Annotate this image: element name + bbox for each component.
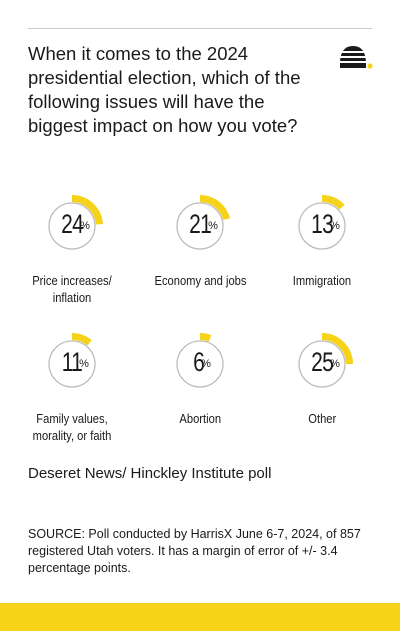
donut-svg	[176, 333, 224, 388]
donut-arc	[71, 333, 92, 346]
donut-svg	[298, 195, 346, 250]
percent-value: 21%	[140, 209, 260, 239]
percent-value: 25%	[262, 347, 382, 377]
category-label-text: Other	[308, 411, 336, 426]
percent-sign: %	[79, 358, 89, 370]
percent-sign: %	[201, 358, 211, 370]
donut-ring	[298, 340, 346, 388]
category-label-text: Family values, morality, or faith	[32, 411, 112, 443]
donut-chart: 11%	[12, 326, 132, 396]
donut-svg	[48, 195, 103, 250]
category-label: Immigration	[262, 272, 382, 289]
percent-value: 13%	[262, 209, 382, 239]
source-title: Deseret News/ Hinckley Institute poll	[28, 465, 272, 482]
donut-ring	[176, 340, 224, 388]
percent-number: 25	[311, 347, 334, 377]
percent-sign: %	[330, 220, 340, 232]
donut-arc	[71, 195, 103, 225]
category-label-text: Economy and jobs	[154, 273, 246, 288]
donut-ring	[176, 202, 224, 250]
percent-value: 6%	[140, 347, 260, 377]
percent-number: 21	[189, 209, 212, 239]
donut-chart: 25%	[262, 326, 382, 396]
donut-ring	[48, 340, 96, 388]
donut-chart: 13%	[262, 188, 382, 258]
percent-number: 11	[61, 347, 83, 377]
percent-sign: %	[208, 220, 218, 232]
category-label-text: Immigration	[292, 273, 352, 288]
category-label-text: Abortion	[179, 411, 221, 426]
category-label: Price increases/ inflation	[12, 272, 132, 306]
donut-chart: 6%	[140, 326, 260, 396]
percent-number: 24	[61, 209, 84, 239]
chart-title: When it comes to the 2024 presidential e…	[28, 43, 301, 136]
category-label: Abortion	[140, 410, 260, 427]
category-label: Family values, morality, or faith	[12, 410, 132, 444]
donut-arc	[199, 195, 231, 221]
donut-ring	[48, 202, 96, 250]
percent-value: 11%	[12, 347, 132, 377]
donut-arc	[199, 333, 212, 342]
category-label-text: Price increases/ inflation	[32, 273, 112, 305]
percent-sign: %	[80, 220, 90, 232]
donut-arc	[321, 195, 345, 210]
donut-chart: 21%	[140, 188, 260, 258]
category-label: Economy and jobs	[140, 272, 260, 289]
donut-ring	[298, 202, 346, 250]
percent-number: 13	[311, 209, 334, 239]
donut-svg	[48, 333, 96, 388]
donut-chart: 24%	[12, 188, 132, 258]
donut-arc	[321, 333, 353, 365]
category-label: Other	[262, 410, 382, 427]
donut-svg	[298, 333, 353, 388]
percent-sign: %	[330, 358, 340, 370]
beehive-icon	[336, 42, 376, 72]
source-note: SOURCE: Poll conducted by HarrisX June 6…	[28, 527, 361, 575]
footer-accent-bar	[0, 603, 400, 631]
percent-value: 24%	[12, 209, 132, 239]
percent-number: 6	[193, 347, 205, 377]
donut-svg	[176, 195, 231, 250]
top-divider	[28, 28, 372, 29]
